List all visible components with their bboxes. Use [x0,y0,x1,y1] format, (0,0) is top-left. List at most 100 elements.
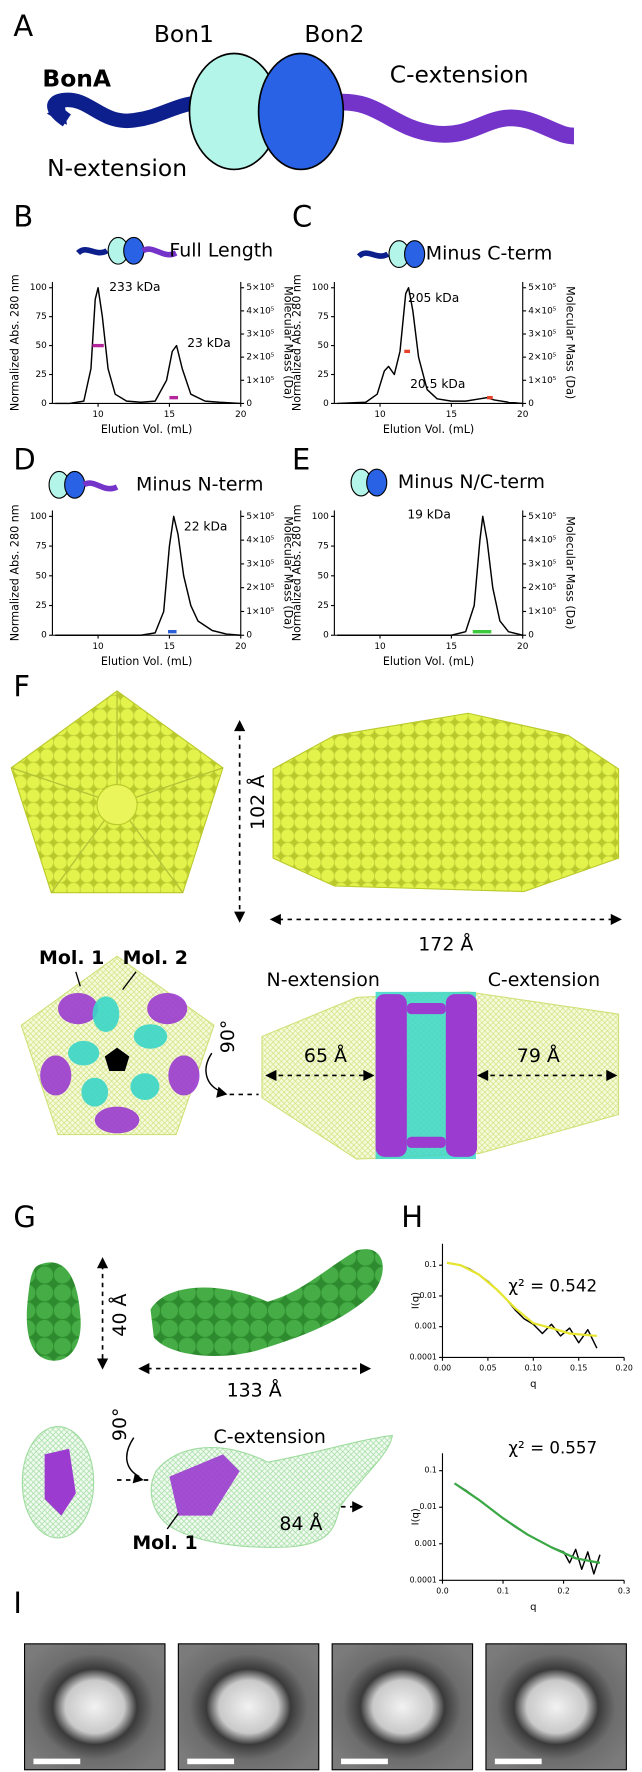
dimension-label: 65 Å [304,1044,347,1067]
dimension-label: 172 Å [418,933,473,956]
y-tick-label: 100 [312,512,329,522]
panel-label: B [13,199,33,233]
dimension-arrow [96,1257,372,1513]
y-tick-label: 0.01 [420,1291,437,1300]
rect [177,1643,320,1771]
y-tick-label: 0.001 [415,1539,437,1548]
path [150,1249,383,1356]
annotation: 205 kDa [408,291,459,305]
path [234,719,246,923]
domain-label: Bon2 [304,20,364,48]
y2-tick-label: 0 [246,399,252,409]
dimension-label: 102 Å [246,775,269,830]
dimension-label: 84 Å [279,1512,322,1535]
chart-title: Minus N-term [136,473,263,495]
panel-label: G [13,1200,35,1234]
path [132,1473,144,1484]
path [10,690,224,894]
y-tick-label: 0 [323,631,329,641]
y-axis-label: Normalized Abs. 280 nm [9,274,22,411]
annotation: 19 kDa [407,507,451,521]
domain-icon [350,468,388,497]
y2-axis-label: Molecular Mass (Da) [564,516,577,629]
bon2 [366,468,388,497]
x-axis-label: Elution Vol. (mL) [101,423,192,436]
x-tick-label: 15 [446,410,457,420]
bon2 [64,470,86,499]
x-axis-label: Elution Vol. (mL) [101,655,192,668]
annotation: 233 kDa [109,280,160,294]
y-tick-label: 100 [312,283,329,293]
polygon [104,1047,130,1072]
x-axis-label: q [530,1379,536,1390]
annotation: χ² = 0.542 [508,1276,597,1296]
polygon [272,712,620,893]
x-axis-label: Elution Vol. (mL) [383,655,474,668]
x-tick-label: 0.00 [434,1364,451,1373]
path [47,92,213,129]
extension-label: N-extension [47,154,187,182]
rect [331,1643,474,1771]
circle [96,784,138,826]
rect [485,1643,627,1771]
sphere-model [10,690,620,894]
x-tick-label: 15 [164,642,175,652]
ellipse [94,1106,140,1134]
y-tick-label: 50 [35,341,47,351]
y-axis-label: Normalized Abs. 280 nm [9,504,22,641]
x-tick-label: 0.1 [497,1586,509,1595]
y2-tick-label: 1×10⁵ [528,376,556,386]
path [75,971,137,991]
data-line [453,1482,601,1564]
extension-label: N-extension [267,969,380,991]
rotation-label: 90° [217,1020,239,1054]
panel-label: H [401,1200,423,1234]
rect [375,994,407,1157]
y-tick-label: 0.1 [424,1466,436,1475]
y-tick-label: 75 [317,312,328,322]
path [265,1069,375,1082]
y-tick-label: 50 [317,341,329,351]
rect [445,994,478,1157]
rect [187,1758,235,1765]
annotation: 23 kDa [187,336,231,350]
data-line [446,1261,597,1338]
y2-tick-label: 3×10⁵ [246,330,274,340]
x-tick-label: 20 [235,642,247,652]
data-line [55,515,241,636]
y2-tick-label: 4×10⁵ [528,536,556,546]
g [375,994,478,1157]
bon2 [123,236,145,265]
ellipse [168,1055,200,1096]
x-tick-label: 0.3 [618,1586,630,1595]
ellipse [40,1055,72,1096]
x-tick-label: 10 [374,410,386,420]
annotation: 20.5 kDa [410,377,465,391]
annotation: χ² = 0.557 [508,1437,597,1457]
x-tick-label: 10 [92,410,104,420]
x-tick-label: 0.15 [570,1364,587,1373]
panel-label: D [13,442,35,476]
y2-tick-label: 5×10⁵ [246,512,274,522]
y2-tick-label: 2×10⁵ [528,353,556,363]
y-tick-label: 100 [30,283,47,293]
path [205,1052,224,1093]
y2-tick-label: 3×10⁵ [528,559,556,569]
data-line [337,515,523,636]
y-axis-label: Normalized Abs. 280 nm [291,504,304,641]
chart-title: Minus N/C-term [398,471,545,493]
dimension-label: 133 Å [227,1378,282,1401]
y2-tick-label: 3×10⁵ [528,330,556,340]
y-tick-label: 100 [30,512,47,522]
domain-icon [76,236,178,265]
path [46,102,67,125]
chart-title: Minus C-term [426,243,553,265]
extension-label: C-extension [488,969,600,991]
y-tick-label: 0.0001 [410,1352,437,1361]
x-tick-label: 15 [164,410,175,420]
y-tick-label: 50 [317,571,329,581]
path [44,1448,76,1516]
molecule-label: Mol. 2 [123,947,188,969]
x-tick-label: 0.2 [557,1586,569,1595]
